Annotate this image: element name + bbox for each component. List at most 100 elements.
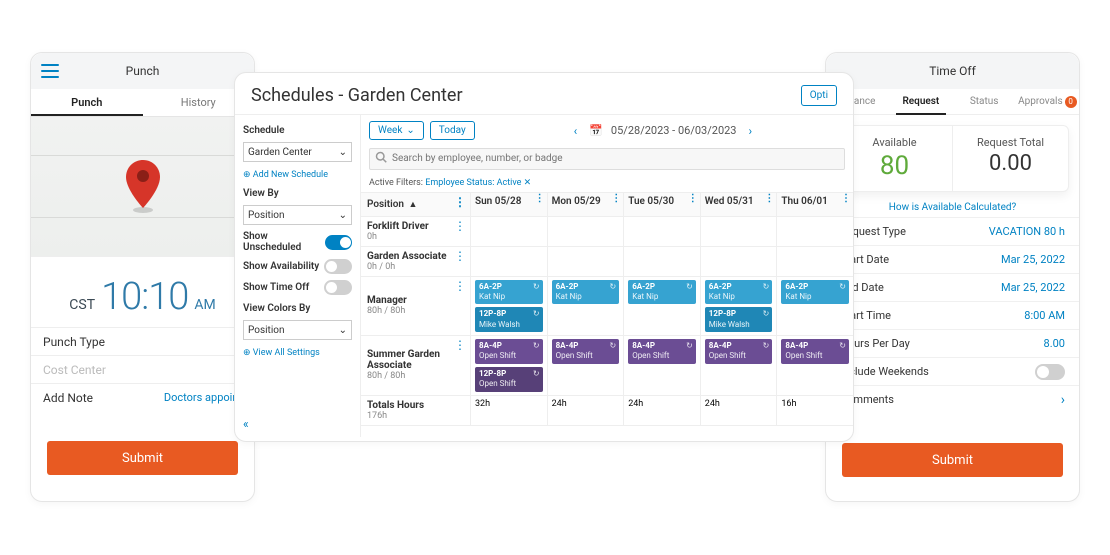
schedule-cell[interactable]: 6A-2PKat Nip↻: [777, 277, 853, 336]
position-menu-icon[interactable]: ⋮: [454, 281, 466, 291]
day-header: Wed 05/31⋮: [701, 193, 778, 216]
day-menu-icon[interactable]: ⋮: [611, 193, 621, 204]
schedule-panel: Schedules - Garden Center Opti Schedule …: [234, 72, 854, 442]
schedule-cell[interactable]: 8A-4POpen Shift↻: [701, 336, 778, 395]
show-availability-toggle[interactable]: [324, 259, 352, 274]
punch-type-field[interactable]: Punch Type: [31, 327, 254, 355]
map-area[interactable]: [31, 117, 254, 257]
comments-field[interactable]: Comments ›: [826, 385, 1079, 413]
start-date-field[interactable]: Start Date Mar 25, 2022: [826, 245, 1079, 273]
shift-block[interactable]: 6A-2PKat Nip↻: [552, 280, 620, 305]
schedule-cell[interactable]: [777, 247, 853, 276]
shift-block[interactable]: 6A-2PKat Nip↻: [781, 280, 849, 305]
schedule-cell[interactable]: 8A-4POpen Shift↻ 12P-8POpen Shift↻: [471, 336, 548, 395]
schedule-cell[interactable]: 6A-2PKat Nip↻: [624, 277, 701, 336]
collapse-sidebar-icon[interactable]: «: [243, 417, 249, 431]
schedule-cell[interactable]: [471, 217, 548, 246]
shift-block[interactable]: 12P-8PMike Walsh↻: [475, 307, 543, 332]
schedule-cell[interactable]: 8A-4POpen Shift↻: [624, 336, 701, 395]
schedule-cell[interactable]: [701, 217, 778, 246]
shift-block[interactable]: 12P-8PMike Walsh↻: [705, 307, 773, 332]
punch-submit-button[interactable]: Submit: [47, 441, 238, 475]
schedule-cell[interactable]: 6A-2PKat Nip↻: [548, 277, 625, 336]
include-weekends-toggle[interactable]: [1035, 364, 1065, 380]
schedule-select[interactable]: Garden Center⌄: [243, 142, 352, 162]
active-filters: Active Filters: Employee Status: Active …: [361, 174, 853, 193]
day-menu-icon[interactable]: ⋮: [535, 193, 545, 204]
add-schedule-link[interactable]: ⊕ Add New Schedule: [243, 170, 352, 180]
recurring-icon: ↻: [686, 341, 693, 351]
calendar-icon[interactable]: 📅: [589, 124, 603, 137]
day-header: Thu 06/01⋮: [777, 193, 853, 216]
shift-block[interactable]: 12P-8POpen Shift↻: [475, 367, 543, 392]
prev-range-icon[interactable]: ‹: [570, 124, 582, 138]
add-note-field[interactable]: Add Note Doctors appoint: [31, 383, 254, 411]
recurring-icon: ↻: [839, 282, 846, 292]
shift-block[interactable]: 8A-4POpen Shift↻: [552, 339, 620, 364]
tab-approvals[interactable]: Approvals0: [1016, 89, 1079, 114]
shift-block[interactable]: 8A-4POpen Shift↻: [705, 339, 773, 364]
show-unscheduled-toggle[interactable]: [325, 235, 352, 250]
clock-time: 10:10: [101, 275, 188, 319]
shift-block[interactable]: 8A-4POpen Shift↻: [475, 339, 543, 364]
position-column-header[interactable]: Position ▲: [367, 199, 464, 210]
day-menu-icon[interactable]: ⋮: [764, 193, 774, 204]
recurring-icon: ↻: [533, 369, 540, 379]
day-menu-icon[interactable]: ⋮: [688, 193, 698, 204]
clock: CST 10:10 AM: [31, 257, 254, 327]
schedule-cell[interactable]: 8A-4POpen Shift↻: [548, 336, 625, 395]
end-date-field[interactable]: End Date Mar 25, 2022: [826, 273, 1079, 301]
shift-block[interactable]: 8A-4POpen Shift↻: [628, 339, 696, 364]
shift-block[interactable]: 6A-2PKat Nip↻: [628, 280, 696, 305]
timeoff-title: Time Off: [826, 53, 1079, 89]
cost-center-field[interactable]: Cost Center: [31, 355, 254, 383]
timeoff-submit-button[interactable]: Submit: [842, 443, 1063, 477]
available-label: Available: [841, 136, 948, 149]
totals-cell: Totals Hours176h: [361, 396, 471, 425]
next-range-icon[interactable]: ›: [745, 124, 757, 138]
punch-header: Punch: [31, 53, 254, 89]
start-time-field[interactable]: Start Time 8:00 AM: [826, 301, 1079, 329]
available-calc-link[interactable]: How is Available Calculated?: [836, 196, 1069, 217]
tab-status[interactable]: Status: [953, 89, 1016, 114]
schedule-cell[interactable]: [624, 217, 701, 246]
filter-tag[interactable]: Employee Status: Active ✕: [425, 178, 531, 188]
show-unscheduled-label: Show Unscheduled: [243, 231, 325, 253]
show-timeoff-toggle[interactable]: [324, 280, 352, 295]
include-weekends-field: Include Weekends: [826, 357, 1079, 385]
day-menu-icon[interactable]: ⋮: [841, 193, 851, 204]
column-menu-icon[interactable]: ⋮: [454, 197, 466, 207]
hours-per-day-field[interactable]: Hours Per Day 8.00: [826, 329, 1079, 357]
schedule-cell[interactable]: [471, 247, 548, 276]
optimize-button[interactable]: Opti: [801, 85, 837, 106]
schedule-cell[interactable]: [624, 247, 701, 276]
menu-icon[interactable]: [41, 64, 59, 78]
position-menu-icon[interactable]: ⋮: [454, 251, 466, 261]
shift-block[interactable]: 6A-2PKat Nip↻: [705, 280, 773, 305]
position-menu-icon[interactable]: ⋮: [454, 340, 466, 350]
view-colors-select[interactable]: Position⌄: [243, 320, 352, 340]
chevron-down-icon: ⌄: [339, 325, 347, 336]
request-type-field[interactable]: Request Type VACATION 80 h: [826, 217, 1079, 245]
shift-block[interactable]: 6A-2PKat Nip↻: [475, 280, 543, 305]
shift-block[interactable]: 8A-4POpen Shift↻: [781, 339, 849, 364]
position-cell: Garden Associate0h / 0h⋮: [361, 247, 471, 276]
position-menu-icon[interactable]: ⋮: [454, 221, 466, 231]
approvals-badge: 0: [1065, 96, 1077, 108]
search-input[interactable]: [369, 148, 845, 170]
today-button[interactable]: Today: [430, 121, 475, 140]
tab-punch[interactable]: Punch: [31, 89, 143, 116]
schedule-cell[interactable]: 8A-4POpen Shift↻: [777, 336, 853, 395]
schedule-cell[interactable]: [548, 217, 625, 246]
timeoff-panel: Time Off Balance Request Status Approval…: [825, 52, 1080, 502]
schedule-cell[interactable]: 6A-2PKat Nip↻12P-8PMike Walsh↻: [701, 277, 778, 336]
schedule-cell[interactable]: [548, 247, 625, 276]
schedule-cell[interactable]: 6A-2PKat Nip↻12P-8PMike Walsh↻: [471, 277, 548, 336]
schedule-cell[interactable]: [701, 247, 778, 276]
punch-tabs: Punch History: [31, 89, 254, 117]
view-week-select[interactable]: Week⌄: [369, 121, 424, 140]
schedule-cell[interactable]: [777, 217, 853, 246]
view-by-select[interactable]: Position⌄: [243, 205, 352, 225]
tab-request[interactable]: Request: [889, 89, 952, 114]
view-all-settings-link[interactable]: ⊕ View All Settings: [243, 348, 352, 358]
